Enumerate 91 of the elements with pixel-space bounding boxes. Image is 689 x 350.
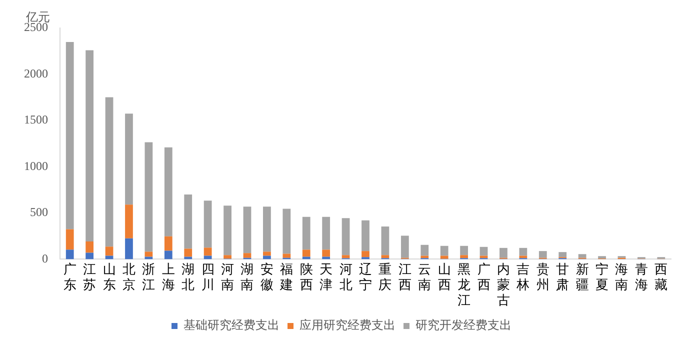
bar: [519, 248, 528, 256]
legend-label: 基础研究经费支出: [184, 318, 280, 332]
bar: [164, 147, 172, 236]
legend-label: 应用研究经费支出: [300, 318, 396, 332]
bar: [440, 256, 448, 259]
y-tick-label: 1000: [24, 158, 48, 173]
bar: [302, 250, 310, 257]
x-tick-label: 贵州: [536, 262, 550, 293]
x-tick-label: 山西: [438, 262, 451, 293]
bar: [125, 114, 133, 205]
bar: [400, 236, 409, 258]
bar: [125, 238, 133, 260]
y-axis-title: 亿元: [25, 10, 50, 24]
x-tick-label: 安徽: [260, 261, 274, 293]
x-tick-label: 陕西: [300, 262, 313, 293]
x-tick-label: 青海: [634, 262, 648, 293]
x-tick-label: 上海: [162, 262, 175, 293]
bar: [86, 252, 94, 260]
bar: [460, 246, 468, 256]
bar: [164, 250, 172, 260]
bar: [243, 206, 252, 254]
x-tick-label: 江苏: [83, 262, 96, 293]
bar: [243, 253, 252, 258]
bar: [500, 248, 508, 258]
x-tick-label: 甘肃: [556, 262, 570, 293]
x-tick-label: 四川: [201, 262, 214, 293]
bar: [164, 236, 172, 251]
bar: [558, 252, 567, 258]
x-tick-label: 天津: [320, 262, 333, 293]
y-tick-label: 500: [30, 205, 48, 220]
bar: [184, 194, 192, 249]
x-tick-label: 西藏: [654, 262, 668, 293]
bar: [460, 255, 468, 258]
x-tick-label: 黑龙江: [458, 262, 471, 309]
bar: [144, 252, 153, 257]
y-tick-label: 2000: [24, 66, 48, 80]
x-tick-label: 内蒙古: [496, 262, 510, 309]
bar: [224, 255, 232, 259]
x-tick-label: 辽宁: [359, 262, 372, 293]
bar: [66, 250, 74, 260]
bar: [204, 248, 212, 256]
bar: [144, 142, 153, 252]
bar: [263, 206, 271, 252]
bar: [204, 200, 212, 248]
bar: [263, 252, 271, 256]
x-tick-label: 北京: [122, 262, 136, 293]
bar: [86, 241, 94, 253]
x-tick-label: 湖南: [240, 262, 254, 293]
x-tick-label: 河北: [339, 262, 352, 293]
bar: [381, 255, 390, 258]
bar: [105, 246, 114, 256]
y-tick-label: 1500: [24, 112, 48, 127]
bar: [184, 248, 192, 257]
bar: [302, 216, 310, 250]
x-tick-label: 江西: [398, 262, 412, 293]
x-tick-label: 云南: [418, 262, 432, 293]
bar: [342, 255, 350, 258]
bar: [538, 251, 547, 258]
x-tick-label: 吉林: [516, 262, 530, 293]
bar: [282, 254, 291, 258]
x-tick-label: 山东: [102, 262, 116, 293]
x-tick-label: 浙江: [142, 262, 156, 293]
x-tick-label: 海南: [615, 262, 628, 293]
y-tick-label: 0: [42, 251, 48, 266]
legend-label: 研究开发经费支出: [416, 318, 512, 332]
x-tick-label: 广西: [477, 262, 490, 293]
bar: [224, 206, 232, 256]
bar: [362, 251, 370, 258]
bar: [381, 226, 390, 256]
bar: [598, 256, 606, 259]
bar: [125, 204, 133, 238]
bar: [322, 250, 330, 257]
bar: [66, 229, 74, 250]
x-tick-label: 新疆: [576, 262, 589, 293]
x-tick-label: 福建: [279, 262, 294, 293]
bar: [86, 50, 94, 242]
x-tick-label: 湖北: [182, 262, 195, 293]
x-tick-label: 宁夏: [596, 261, 609, 293]
x-tick-label: 重庆: [378, 262, 392, 293]
bar: [342, 218, 350, 256]
bar: [322, 216, 330, 250]
x-tick-label: 河南: [221, 262, 234, 293]
bar: [480, 246, 488, 256]
bar: [578, 254, 586, 258]
bar: [105, 97, 114, 247]
bar: [440, 246, 448, 256]
bar: [362, 220, 370, 252]
x-tick-label: 广东: [63, 262, 76, 293]
bar: [282, 208, 291, 254]
bar: [420, 244, 429, 256]
bar: [66, 42, 74, 230]
